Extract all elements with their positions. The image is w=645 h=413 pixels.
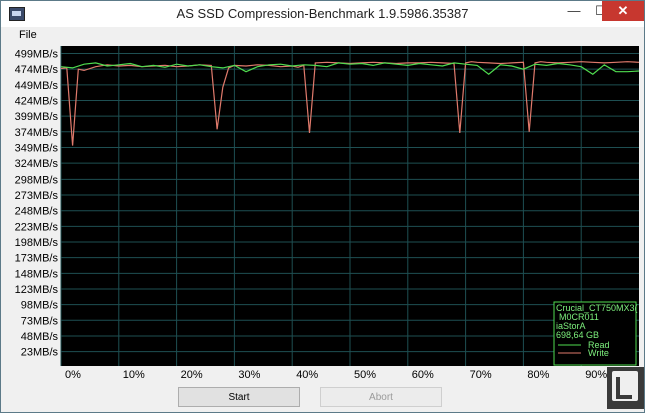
y-tick-label: 98MB/s [21, 300, 59, 312]
y-tick-label: 424MB/s [15, 95, 58, 107]
x-axis-labels: 0% 10% 20% 30% 40% 50% 60% 70% 80% 90% [65, 369, 607, 380]
x-tick-label: 10% [123, 369, 145, 380]
x-tick-label: 50% [354, 369, 376, 380]
app-icon [9, 7, 25, 21]
x-tick-label: 60% [412, 369, 434, 380]
y-tick-label: 148MB/s [15, 268, 58, 280]
grid-lines [60, 46, 639, 366]
legend: Crucial_CT750MX3( M0CR011 iaStorA 698,64… [553, 301, 638, 366]
menu-file[interactable]: File [19, 29, 37, 41]
maximize-button[interactable]: ☐ [595, 3, 607, 18]
read-series-line [60, 62, 639, 75]
y-tick-label: 198MB/s [15, 237, 58, 249]
y-tick-label: 324MB/s [15, 158, 58, 170]
y-tick-label: 474MB/s [15, 64, 58, 76]
close-button[interactable]: ✕ [602, 1, 644, 21]
y-tick-label: 73MB/s [21, 315, 59, 327]
benchmark-chart: 499MB/s 474MB/s 449MB/s 424MB/s 399MB/s 374MB… [15, 46, 639, 380]
y-tick-label: 123MB/s [15, 284, 58, 296]
window-title: AS SSD Compression-Benchmark 1.9.5986.35… [176, 6, 469, 21]
x-tick-label: 20% [181, 369, 203, 380]
y-tick-label: 273MB/s [15, 190, 58, 202]
y-tick-label: 449MB/s [15, 80, 58, 92]
title-bar[interactable]: AS SSD Compression-Benchmark 1.9.5986.35… [1, 1, 644, 27]
watermark-logo [607, 367, 644, 409]
legend-write-label: Write [588, 348, 609, 358]
legend-firmware: M0CR011 [559, 312, 599, 322]
minimize-button[interactable]: — [567, 3, 581, 18]
y-tick-label: 48MB/s [21, 331, 59, 343]
y-tick-label: 23MB/s [21, 347, 59, 359]
legend-read-label: Read [588, 340, 610, 350]
legend-capacity: 698,64 GB [556, 330, 599, 340]
x-tick-label: 0% [65, 369, 81, 380]
y-tick-label: 399MB/s [15, 111, 58, 123]
y-tick-label: 374MB/s [15, 127, 58, 139]
y-tick-label: 173MB/s [15, 253, 58, 265]
y-tick-label: 298MB/s [15, 174, 58, 186]
x-tick-label: 70% [470, 369, 492, 380]
x-tick-label: 40% [296, 369, 318, 380]
y-tick-label: 248MB/s [15, 206, 58, 218]
x-tick-label: 90% [585, 369, 607, 380]
abort-button[interactable]: Abort [320, 387, 442, 407]
x-tick-label: 30% [238, 369, 260, 380]
y-tick-label: 223MB/s [15, 221, 58, 233]
y-tick-label: 349MB/s [15, 142, 58, 154]
x-tick-label: 80% [527, 369, 549, 380]
legend-driver: iaStorA [556, 321, 586, 331]
menu-bar: File [1, 27, 644, 45]
y-tick-label: 499MB/s [15, 49, 58, 61]
legend-drive-name: Crucial_CT750MX3( [556, 303, 638, 313]
start-button[interactable]: Start [178, 387, 300, 407]
legend-box [553, 301, 637, 366]
chart-svg: 499MB/s 474MB/s 449MB/s 424MB/s 399MB/s 374MB… [15, 46, 639, 380]
y-axis-labels: 499MB/s 474MB/s 449MB/s 424MB/s 399MB/s 374MB… [15, 49, 58, 359]
